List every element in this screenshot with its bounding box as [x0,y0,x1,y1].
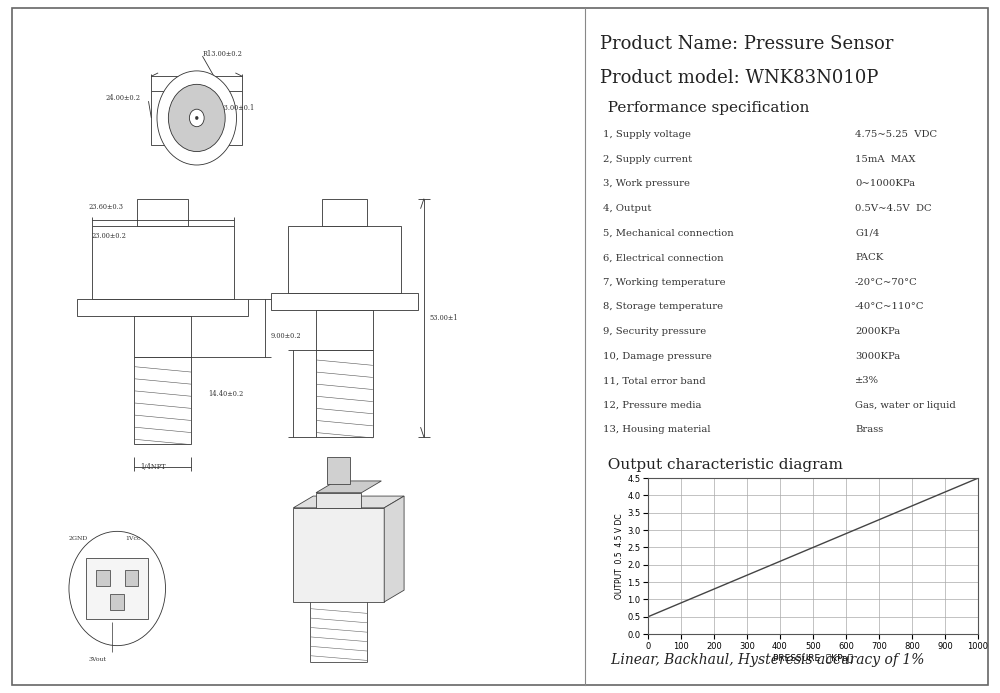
Text: -40°C~110°C: -40°C~110°C [855,302,924,311]
Bar [288,225,401,292]
Y-axis label: OUTPUT  0.5  4.5 V DC: OUTPUT 0.5 4.5 V DC [615,514,624,599]
Bar [327,457,350,484]
Text: 4, Output: 4, Output [603,204,651,213]
Polygon shape [293,496,404,508]
Text: 0.5V~4.5V  DC: 0.5V~4.5V DC [855,204,932,213]
Circle shape [157,71,237,165]
Text: R13.00±0.2: R13.00±0.2 [202,50,242,58]
Bar [134,357,191,444]
Text: 5, Mechanical connection: 5, Mechanical connection [603,229,734,238]
Text: 2000KPa: 2000KPa [855,327,900,336]
Text: 10, Damage pressure: 10, Damage pressure [603,351,712,360]
Text: 15mA  MAX: 15mA MAX [855,155,916,164]
Text: 2, Supply current: 2, Supply current [603,155,692,164]
X-axis label: PRESSURE  【KPa】: PRESSURE 【KPa】 [773,653,853,663]
Text: 1, Supply voltage: 1, Supply voltage [603,130,691,139]
Text: 9.00±0.2: 9.00±0.2 [271,333,301,340]
Text: 7, Working temperature: 7, Working temperature [603,278,726,287]
Bar [316,493,361,508]
Bar [322,199,367,225]
Text: 8, Storage temperature: 8, Storage temperature [603,302,723,311]
Bar [96,570,110,586]
Bar [293,508,384,602]
Circle shape [195,116,198,120]
Bar [316,310,373,350]
Text: 24.00±0.2: 24.00±0.2 [106,94,141,102]
Text: 12, Pressure media: 12, Pressure media [603,401,702,410]
Bar [151,91,242,145]
Bar [271,292,418,310]
Text: 3, Work pressure: 3, Work pressure [603,179,690,188]
Text: Linear, Backhaul, Hysteresis accuracy of 1%: Linear, Backhaul, Hysteresis accuracy of… [598,653,924,667]
Text: ±3%: ±3% [855,376,879,385]
Bar [110,594,124,610]
Bar [316,350,373,437]
Text: 9, Security pressure: 9, Security pressure [603,327,706,336]
Text: 23.60±0.3: 23.60±0.3 [89,202,124,211]
Text: -20°C~70°C: -20°C~70°C [855,278,918,287]
Text: 0~1000KPa: 0~1000KPa [855,179,915,188]
Text: G1/4: G1/4 [855,229,879,238]
Text: PACK: PACK [855,253,883,262]
Polygon shape [316,481,381,493]
Text: 3000KPa: 3000KPa [855,351,900,360]
Text: Gas, water or liquid: Gas, water or liquid [855,401,956,410]
Bar [77,299,248,316]
Text: 53.00±1: 53.00±1 [430,314,458,322]
Circle shape [168,85,225,152]
Text: 1Vcc: 1Vcc [126,536,141,541]
Text: 6, Electrical connection: 6, Electrical connection [603,253,724,262]
Bar [137,199,188,225]
Text: φ3.00±0.1: φ3.00±0.1 [219,104,255,112]
Text: 4.75~5.25  VDC: 4.75~5.25 VDC [855,130,937,139]
Circle shape [69,532,166,646]
Text: 3Vout: 3Vout [89,656,107,662]
Bar [92,225,234,299]
Bar [125,570,138,586]
Bar [134,316,191,357]
Text: Product model: WNK83N010P: Product model: WNK83N010P [600,69,878,87]
Text: Performance specification: Performance specification [598,101,809,115]
Text: Product Name: Pressure Sensor: Product Name: Pressure Sensor [600,35,893,53]
Text: 11, Total error band: 11, Total error band [603,376,706,385]
Text: Output characteristic diagram: Output characteristic diagram [598,458,843,472]
Text: Brass: Brass [855,426,883,435]
Text: 1/4NPT: 1/4NPT [140,464,166,471]
Polygon shape [384,496,404,602]
Text: 2GND: 2GND [69,536,88,541]
Text: 13, Housing material: 13, Housing material [603,426,710,435]
Circle shape [189,109,204,127]
Text: 23.00±0.2: 23.00±0.2 [92,231,127,240]
Text: 14.40±0.2: 14.40±0.2 [208,389,243,398]
Bar [86,559,148,619]
